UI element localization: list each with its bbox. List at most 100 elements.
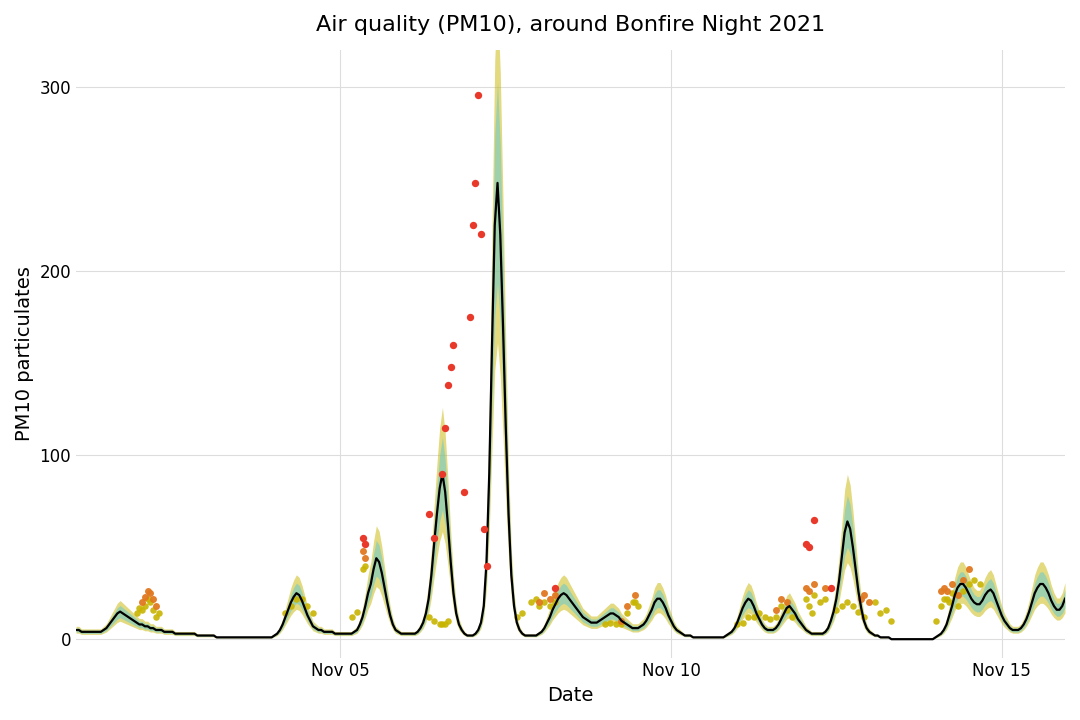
Point [816,582,834,593]
Point [541,593,558,605]
Point [470,89,487,100]
Point [546,582,564,593]
Point [129,608,146,619]
Point [778,604,795,616]
Point [305,608,322,619]
Point [756,611,773,623]
Point [612,618,630,630]
Point [150,608,167,619]
Point [456,486,473,498]
Point [434,468,451,480]
Point [354,532,372,544]
Point [434,618,451,630]
Point [626,589,644,600]
Title: Air quality (PM10), around Bonfire Night 2021: Air quality (PM10), around Bonfire Night… [316,15,825,35]
Point [806,514,823,526]
Point [509,611,526,623]
Point [802,608,820,619]
Point [822,582,839,593]
Point [861,597,878,608]
Point [527,593,544,605]
Point [356,560,374,572]
Point [356,552,374,564]
Point [745,611,762,623]
Point [626,597,644,608]
Point [612,615,630,626]
Point [354,545,372,557]
Point [530,597,548,608]
Point [971,578,988,590]
Point [477,560,495,572]
Point [872,608,889,619]
Point [866,597,883,608]
Point [816,593,834,605]
Point [797,582,814,593]
Point [139,585,157,597]
Point [955,585,972,597]
Point [546,597,564,608]
Point [949,589,967,600]
Point [546,589,564,600]
Point [467,177,484,189]
Point [131,602,148,613]
Point [800,600,818,612]
Point [937,585,955,597]
Point [927,615,944,626]
Point [541,600,558,612]
Point [729,618,746,630]
X-axis label: Date: Date [548,686,594,705]
Point [522,597,539,608]
Point [827,604,845,616]
Point [299,600,316,612]
Point [767,604,784,616]
Point [778,597,795,608]
Point [797,593,814,605]
Point [877,604,894,616]
Point [935,582,953,593]
Point [740,611,757,623]
Point [145,604,162,616]
Point [354,564,372,575]
Point [139,593,157,605]
Point [442,361,459,373]
Point [960,578,977,590]
Point [530,600,548,612]
Point [596,618,613,630]
Point [941,597,958,608]
Point [767,611,784,623]
Point [852,593,869,605]
Point [935,593,953,605]
Point [800,541,818,553]
Point [845,600,862,612]
Point [282,600,299,612]
Point [436,618,454,630]
Point [839,597,856,608]
Point [602,617,619,629]
Point [475,523,492,534]
Point [536,597,553,608]
Point [797,538,814,549]
Point [145,593,162,605]
Point [436,422,454,433]
Y-axis label: PM10 particulates: PM10 particulates [15,266,33,441]
Point [850,606,867,617]
Point [147,611,164,623]
Point [806,589,823,600]
Point [440,379,457,391]
Point [937,593,955,605]
Point [630,600,647,612]
Point [536,588,553,599]
Point [440,615,457,626]
Point [276,608,294,619]
Point [855,589,873,600]
Point [472,229,489,240]
Point [461,312,478,323]
Point [141,588,159,599]
Point [932,600,949,612]
Point [949,600,967,612]
Point [445,339,462,351]
Point [751,608,768,619]
Point [431,618,448,630]
Point [349,606,366,617]
Point [426,615,443,626]
